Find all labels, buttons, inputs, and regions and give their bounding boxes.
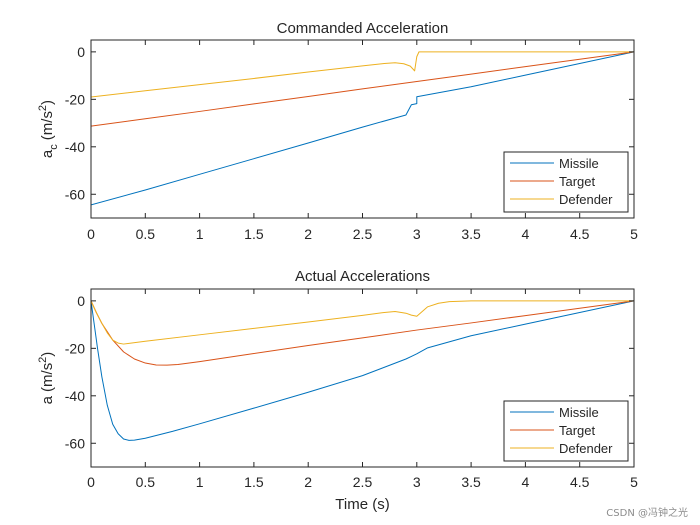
x-tick-label: 0.5 bbox=[136, 226, 156, 242]
chart-title: Commanded Acceleration bbox=[277, 20, 449, 37]
legend: Missile Target Defender bbox=[503, 400, 629, 462]
legend-box bbox=[503, 400, 629, 462]
y-tick-label: -60 bbox=[65, 186, 85, 202]
x-tick-label: 4.5 bbox=[570, 474, 590, 490]
series-line-missile bbox=[91, 300, 634, 441]
x-tick-label: 2.5 bbox=[353, 226, 373, 242]
series-line-defender bbox=[91, 300, 634, 345]
y-axis-label: ac(m/s2) bbox=[37, 100, 60, 158]
x-tick-label: 2.5 bbox=[353, 474, 373, 490]
y-tick-label: 0 bbox=[77, 293, 85, 309]
x-tick-label: 0 bbox=[87, 474, 95, 490]
x-tick-label: 2 bbox=[304, 226, 312, 242]
y-tick-label: -40 bbox=[65, 388, 85, 404]
x-tick-label: 1.5 bbox=[244, 474, 264, 490]
x-tick-label: 1 bbox=[196, 226, 204, 242]
x-axis-label: Time (s) bbox=[335, 496, 389, 513]
chart-1: Commanded Acceleration 0 0.5 1 1.5 2 2.5 3 3.5 4 4… bbox=[37, 20, 638, 242]
legend-label-missile: Missile bbox=[559, 405, 599, 420]
legend-label-missile: Missile bbox=[559, 156, 599, 171]
series-line-target bbox=[91, 51, 634, 127]
y-axis-label: a(m/s2) bbox=[37, 352, 56, 405]
watermark: CSDN @冯钟之光 bbox=[606, 508, 688, 519]
chart-2: Actual Accelerations 0 0.5 1 1.5 2 2.5 3 3.5 4 4.5… bbox=[37, 268, 638, 513]
y-tick-label: 0 bbox=[77, 44, 85, 60]
x-tick-label: 3 bbox=[413, 474, 421, 490]
x-tick-label: 4.5 bbox=[570, 226, 590, 242]
y-tick-label: -60 bbox=[65, 435, 85, 451]
x-tick-label: 1 bbox=[196, 474, 204, 490]
x-tick-label: 5 bbox=[630, 474, 638, 490]
legend-label-target: Target bbox=[559, 174, 596, 189]
x-tick-label: 4 bbox=[522, 226, 530, 242]
x-tick-label: 3.5 bbox=[461, 226, 481, 242]
x-tick-label: 3.5 bbox=[461, 474, 481, 490]
series-group bbox=[91, 51, 634, 206]
x-tick-label: 1.5 bbox=[244, 226, 264, 242]
legend-label-defender: Defender bbox=[559, 192, 613, 207]
x-tick-label: 2 bbox=[304, 474, 312, 490]
series-group bbox=[91, 300, 634, 441]
legend-box bbox=[503, 151, 629, 213]
series-line-missile bbox=[91, 51, 634, 206]
legend-label-defender: Defender bbox=[559, 441, 613, 456]
legend: Missile Target Defender bbox=[503, 151, 629, 213]
x-tick-label: 3 bbox=[413, 226, 421, 242]
chart-title: Actual Accelerations bbox=[295, 268, 430, 285]
legend-label-target: Target bbox=[559, 423, 596, 438]
series-line-defender bbox=[91, 51, 634, 98]
x-tick-label: 5 bbox=[630, 226, 638, 242]
x-tick-label: 0.5 bbox=[136, 474, 156, 490]
y-tick-label: -40 bbox=[65, 139, 85, 155]
x-tick-label: 0 bbox=[87, 226, 95, 242]
x-tick-label: 4 bbox=[522, 474, 530, 490]
y-tick-label: -20 bbox=[65, 340, 85, 356]
y-tick-label: -20 bbox=[65, 91, 85, 107]
